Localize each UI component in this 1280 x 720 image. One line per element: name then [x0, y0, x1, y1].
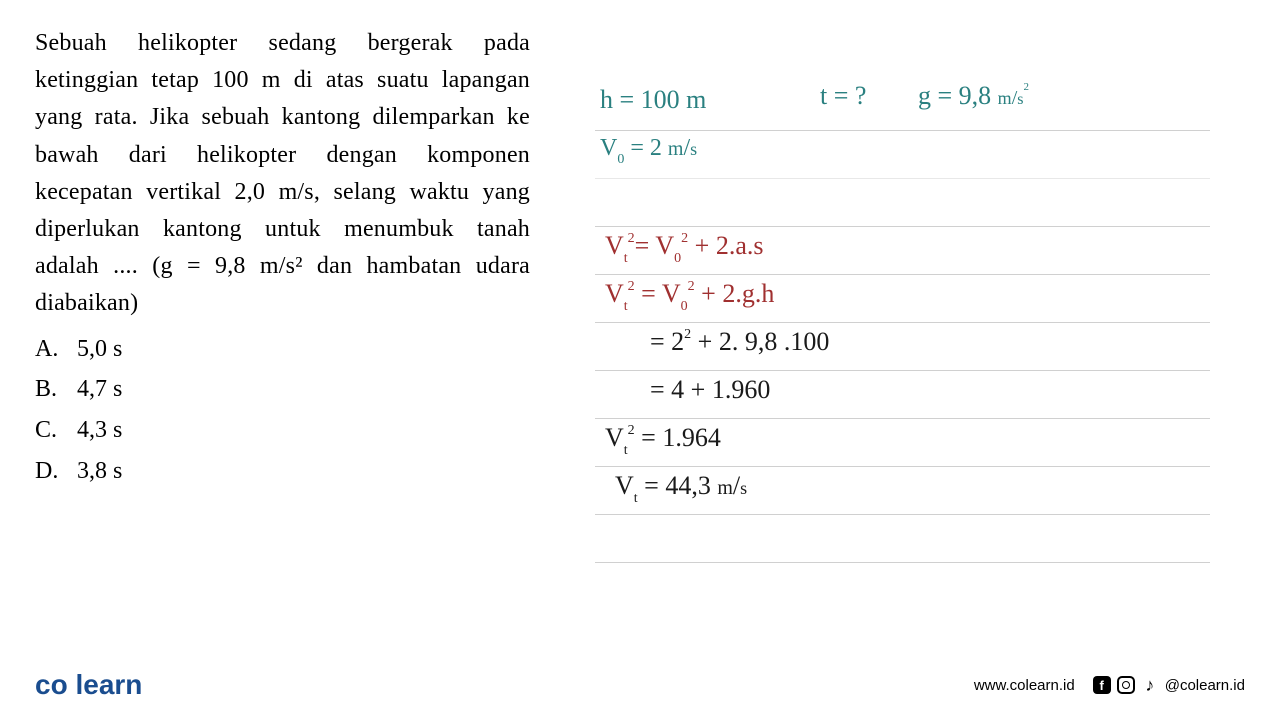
given-v0: V0 = 2 m/s: [600, 135, 697, 166]
notebook-line: [595, 515, 1210, 563]
notebook-line: Vt = 44,3 m/s: [595, 467, 1210, 515]
logo: co learn: [35, 669, 142, 701]
social-icons: f ♪ @colearn.id: [1093, 676, 1245, 694]
notebook-line: V0 = 2 m/s: [595, 131, 1210, 179]
instagram-icon: [1117, 676, 1135, 694]
option-b: B.4,7 s: [35, 369, 530, 410]
work-column: h = 100 m t = ? g = 9,8 m/s2 V0 = 2 m/s …: [560, 25, 1210, 620]
notebook-line: [595, 563, 1210, 611]
option-d: D.3,8 s: [35, 451, 530, 492]
tiktok-icon: ♪: [1141, 676, 1159, 694]
notebook-line: = 4 + 1.960: [595, 371, 1210, 419]
given-h: h = 100 m: [600, 85, 706, 115]
footer: co learn www.colearn.id f ♪ @colearn.id: [0, 650, 1280, 720]
notebook: h = 100 m t = ? g = 9,8 m/s2 V0 = 2 m/s …: [595, 83, 1210, 611]
equation-6: Vt = 44,3 m/s: [615, 471, 747, 505]
given-g: g = 9,8 m/s2: [918, 81, 1029, 111]
question-text: Sebuah helikopter sedang bergerak pada k…: [35, 25, 530, 323]
options-list: A.5,0 s B.4,7 s C.4,3 s D.3,8 s: [35, 329, 530, 492]
equation-2: Vt2 = V02 + 2.g.h: [605, 279, 774, 313]
footer-url: www.colearn.id: [974, 677, 1075, 694]
notebook-line: = 22 + 2. 9,8 .100: [595, 323, 1210, 371]
question-column: Sebuah helikopter sedang bergerak pada k…: [35, 25, 560, 620]
equation-3: = 22 + 2. 9,8 .100: [650, 327, 829, 357]
equation-5: Vt2 = 1.964: [605, 423, 721, 457]
social-handle: @colearn.id: [1165, 677, 1245, 694]
notebook-line: Vt2= V02 + 2.a.s: [595, 227, 1210, 275]
facebook-icon: f: [1093, 676, 1111, 694]
notebook-line: Vt2 = V02 + 2.g.h: [595, 275, 1210, 323]
logo-co: co: [35, 669, 68, 700]
logo-learn: learn: [75, 669, 142, 700]
option-c: C.4,3 s: [35, 410, 530, 451]
equation-1: Vt2= V02 + 2.a.s: [605, 231, 763, 265]
notebook-line: Vt2 = 1.964: [595, 419, 1210, 467]
content-area: Sebuah helikopter sedang bergerak pada k…: [0, 0, 1280, 620]
notebook-line: h = 100 m t = ? g = 9,8 m/s2: [595, 83, 1210, 131]
given-t: t = ?: [820, 81, 866, 111]
option-a: A.5,0 s: [35, 329, 530, 370]
equation-4: = 4 + 1.960: [650, 375, 770, 405]
notebook-line: [595, 179, 1210, 227]
footer-right: www.colearn.id f ♪ @colearn.id: [974, 676, 1245, 694]
